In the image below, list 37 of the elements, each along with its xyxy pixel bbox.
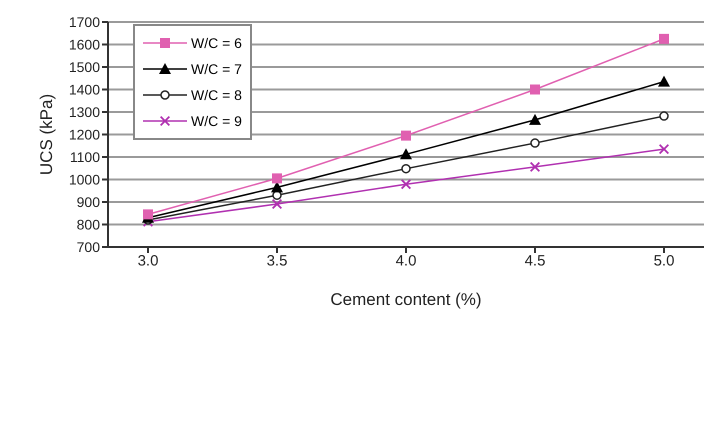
x-tick-label: 3.5: [266, 252, 288, 270]
point: [530, 84, 540, 94]
point: [659, 111, 669, 121]
x-tick-label: 4.0: [396, 252, 416, 270]
y-axis-title: UCS (kPa): [37, 94, 56, 176]
y-tick-label: 1100: [70, 148, 100, 165]
point: [659, 144, 669, 154]
x-tick-label: 3.0: [138, 252, 158, 270]
legend-label: W/C = 8: [191, 87, 242, 103]
y-tick-label: 1600: [68, 36, 100, 52]
point: [401, 130, 411, 141]
y-tick-label: 900: [76, 194, 100, 210]
point: [529, 114, 541, 125]
point: [530, 162, 540, 172]
point: [658, 76, 670, 87]
point: [401, 179, 411, 190]
point: [401, 164, 411, 174]
x-axis-title: Cement content (%): [330, 290, 482, 309]
y-tick-label: 1000: [68, 171, 100, 188]
y-tick-label: 700: [76, 238, 100, 255]
point: [272, 173, 282, 184]
point: [400, 148, 412, 160]
point: [530, 138, 540, 148]
x-tick-label: 4.5: [524, 252, 546, 270]
y-tick-label: 800: [76, 216, 100, 232]
legend-label: W/C = 6: [191, 35, 242, 51]
x-tick-label: 5.0: [654, 252, 674, 270]
y-tick-label: 1700: [68, 14, 100, 30]
point: [659, 34, 669, 44]
point: [143, 209, 153, 220]
point: [272, 199, 282, 210]
y-tick-label: 1300: [68, 104, 100, 120]
y-tick-label: 1400: [68, 81, 100, 98]
y-tick-label: 1200: [68, 126, 100, 142]
y-tick-label: 1500: [68, 58, 100, 75]
legend-label: W/C = 9: [191, 113, 242, 129]
legend-label: W/C = 7: [191, 61, 242, 77]
